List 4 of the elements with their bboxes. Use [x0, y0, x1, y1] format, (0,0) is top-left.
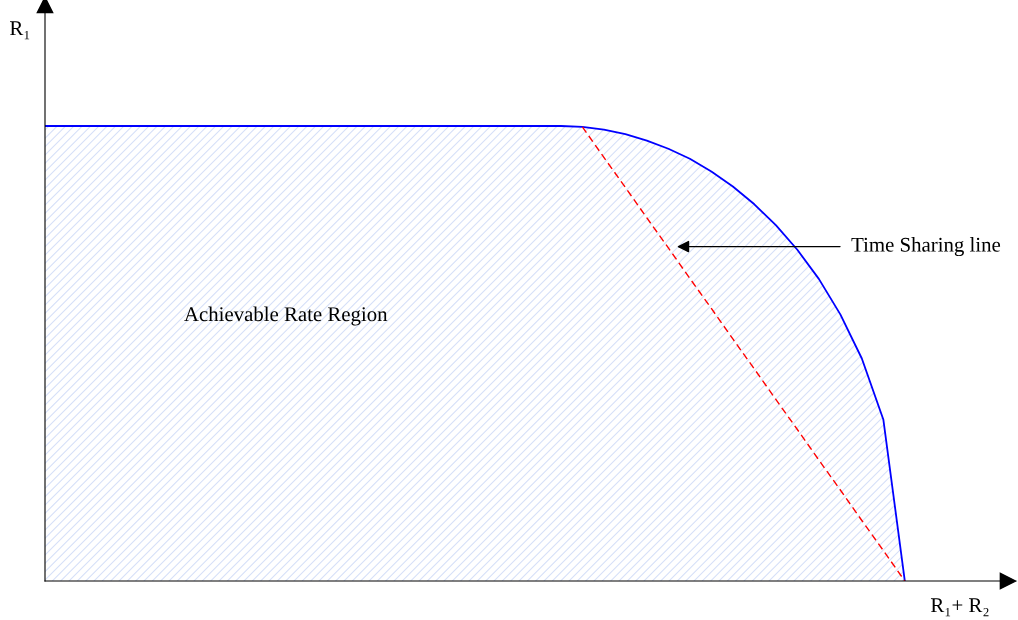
x-axis-title: R₁+ R₂: [930, 598, 989, 617]
annotation: Time Sharing line: [851, 237, 1001, 257]
y-axis-title: R₁: [10, 21, 30, 40]
annotation: Achievable Rate Region: [184, 306, 388, 326]
